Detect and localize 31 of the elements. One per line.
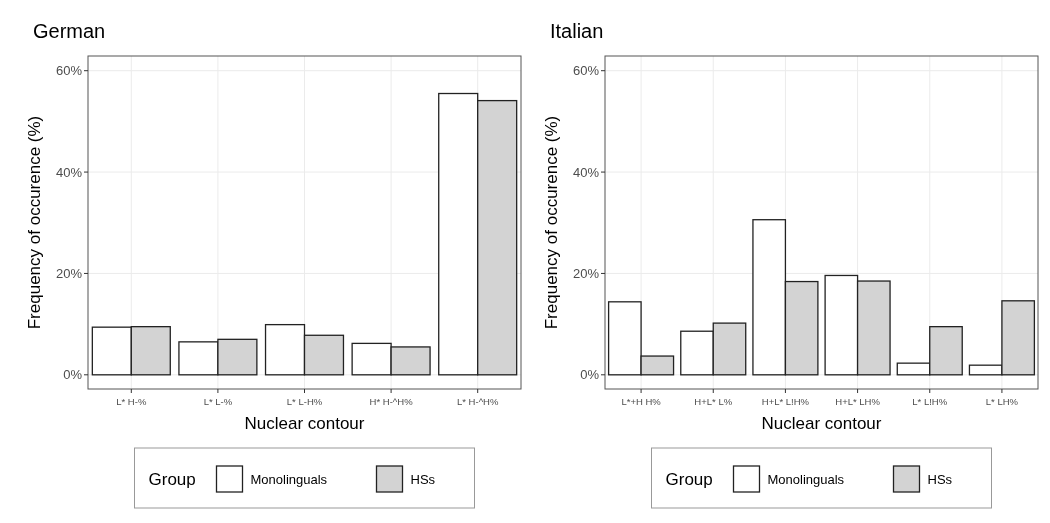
x-tick-label: L*+H H% <box>621 396 662 407</box>
y-tick-label: 20% <box>572 265 600 281</box>
legend-title: Group <box>148 470 196 489</box>
x-tick-label: H+L* L% <box>694 396 733 407</box>
legend-title: Group <box>665 470 713 489</box>
x-tick-label: H+L* L!H% <box>761 396 810 407</box>
legend-label: Monolinguals <box>250 472 328 487</box>
y-axis-title: Frequency of occurence (%) <box>542 115 561 330</box>
y-tick-label: 0% <box>63 367 83 383</box>
chart-title: German <box>33 20 106 42</box>
legend-label: Monolinguals <box>767 472 845 487</box>
x-tick-label: H+L* LH% <box>835 396 881 407</box>
x-tick-label: L* H-% <box>116 396 147 407</box>
x-tick-label: L* L-% <box>203 396 233 407</box>
x-tick-label: L* L-H% <box>286 396 323 407</box>
x-tick-label: H* H-^H% <box>369 396 414 407</box>
x-tick-label: L* H-^H% <box>456 396 499 407</box>
legend-label: HSs <box>927 472 953 487</box>
x-tick-label: L* LH% <box>985 396 1019 407</box>
x-axis-title: Nuclear contour <box>244 414 365 433</box>
y-tick-label: 60% <box>55 63 83 79</box>
x-tick-label: L* L!H% <box>912 396 948 407</box>
y-tick-label: 40% <box>55 164 83 180</box>
legend-label: HSs <box>410 472 436 487</box>
y-tick-label: 20% <box>55 265 83 281</box>
chart-title: Italian <box>550 20 604 42</box>
y-tick-label: 60% <box>572 63 600 79</box>
y-tick-label: 0% <box>580 367 600 383</box>
x-axis-title: Nuclear contour <box>761 414 882 433</box>
y-tick-label: 40% <box>572 164 600 180</box>
y-axis-title: Frequency of occurence (%) <box>25 115 44 330</box>
